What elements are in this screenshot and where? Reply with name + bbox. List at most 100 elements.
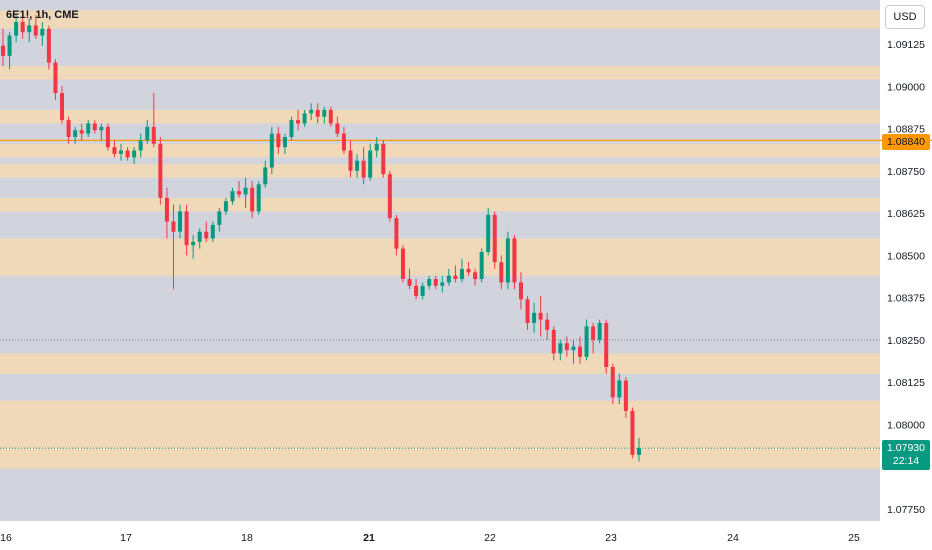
candle-body (381, 143, 386, 175)
candle-body (637, 448, 641, 455)
candle-body (164, 197, 169, 222)
candle-body (374, 143, 379, 151)
candle-body (453, 275, 458, 280)
candle-body (269, 133, 274, 168)
time-axis-label: 24 (727, 532, 739, 544)
candle-body (525, 299, 530, 323)
candle-body (73, 130, 78, 137)
candle-body (459, 268, 464, 280)
candle-body (145, 126, 150, 141)
price-axis-label: 1.09125 (887, 39, 925, 51)
candle-body (558, 343, 563, 354)
candle-body (387, 174, 392, 219)
candle-body (591, 326, 596, 340)
price-zone (0, 143, 880, 158)
candle-body (551, 329, 556, 354)
candle-body (361, 160, 366, 178)
candle-body (86, 123, 91, 134)
candle-body (105, 126, 110, 148)
symbol-title: 6E1!, 1h, CME (6, 9, 79, 21)
price-axis-label: 1.08375 (887, 293, 925, 305)
candle-body (237, 191, 242, 195)
last-price-value: 1.07930 (887, 442, 925, 454)
candle-body (1, 45, 5, 56)
candle-body (420, 285, 425, 296)
candle-body (99, 126, 104, 131)
candle-body (112, 147, 117, 154)
candle-body (40, 28, 45, 36)
candle-body (263, 167, 268, 185)
candle-body (92, 123, 97, 131)
price-axis-label: 1.07750 (887, 504, 925, 516)
candle-body (400, 248, 405, 280)
candle-body (178, 211, 183, 232)
price-axis-label: 1.08000 (887, 419, 925, 431)
candle-body (610, 366, 615, 398)
candle-body (53, 62, 58, 94)
time-axis-background (0, 521, 880, 550)
candle-body (27, 25, 32, 33)
candle-body (132, 150, 137, 158)
price-zone (0, 65, 880, 80)
candle-body (479, 251, 484, 280)
candle-body (223, 201, 228, 212)
candle-body (46, 28, 51, 63)
candle-body (119, 150, 124, 154)
candle-body (394, 218, 399, 249)
candle-body (446, 275, 451, 283)
time-axis-label: 22 (484, 532, 496, 544)
time-axis-label: 25 (848, 532, 860, 544)
last-price-tag: 1.07930 22:14 (882, 440, 930, 470)
candle-body (171, 221, 176, 232)
candle-body (466, 268, 471, 273)
price-axis-label: 1.08500 (887, 250, 925, 262)
candle-body (545, 319, 550, 330)
candle-body (243, 187, 248, 195)
price-axis-label: 1.08750 (887, 166, 925, 178)
candle-body (322, 109, 327, 117)
candle-body (577, 346, 582, 357)
candle-body (440, 282, 445, 286)
candle-body (499, 262, 504, 283)
candle-body (604, 323, 609, 367)
currency-button[interactable]: USD (885, 5, 925, 29)
price-axis-label: 1.08875 (887, 124, 925, 136)
candle-body (66, 120, 71, 137)
candle-body (335, 123, 340, 134)
time-axis-label: 21 (363, 532, 375, 544)
candle-body (191, 241, 196, 246)
candle-body (315, 109, 320, 117)
candle-body (597, 323, 602, 340)
candle-body (368, 150, 373, 178)
candle-body (20, 22, 25, 33)
candle-body (486, 214, 491, 252)
candle-body (630, 410, 635, 455)
candle-body (433, 279, 438, 286)
price-zone (0, 353, 880, 374)
price-axis-label: 1.08250 (887, 335, 925, 347)
candle-body (296, 120, 301, 124)
candle-body (538, 312, 543, 320)
candle-body (414, 285, 419, 296)
candle-body (230, 191, 235, 202)
candle-body (584, 326, 589, 357)
time-axis-label: 23 (605, 532, 617, 544)
price-axis-label: 1.09000 (887, 81, 925, 93)
candle-body (33, 25, 38, 36)
candle-body (341, 133, 346, 151)
candle-body (623, 380, 628, 411)
candle-body (617, 380, 622, 398)
candle-body (328, 109, 333, 124)
candle-body (158, 143, 163, 198)
candle-body (309, 109, 314, 114)
bar-countdown: 22:14 (892, 455, 920, 467)
candle-body (197, 231, 202, 242)
time-axis-label: 17 (120, 532, 132, 544)
candle-body (256, 184, 261, 212)
candle-body (564, 343, 569, 351)
candle-body (282, 137, 287, 148)
price-zone (0, 10, 880, 29)
candle-body (250, 187, 255, 212)
